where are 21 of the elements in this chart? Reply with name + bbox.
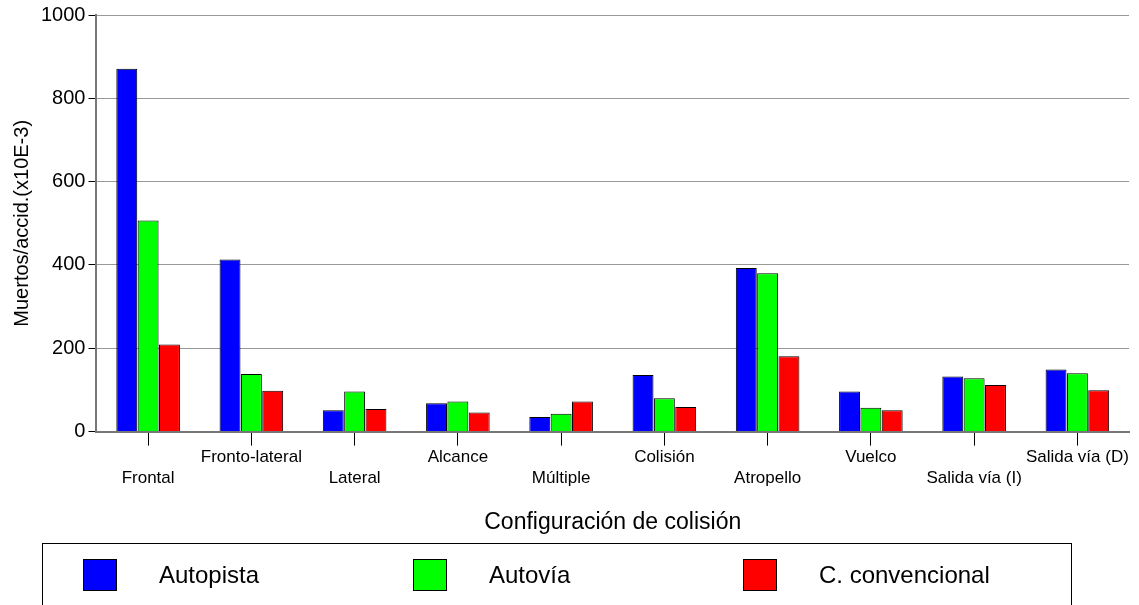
y-tick-label: 200 — [52, 335, 86, 358]
x-tick-label: Frontal — [121, 467, 175, 487]
y-tick-label: 0 — [74, 419, 86, 442]
x-tick-label: Salida vía (I) — [926, 467, 1022, 487]
y-tick-label: 800 — [52, 85, 86, 108]
x-tick-label: Salida vía (D) — [1025, 447, 1129, 467]
legend-label: C. convencional — [819, 560, 990, 589]
x-tick-label: Múltiple — [531, 467, 591, 487]
y-tick-label: 1000 — [40, 2, 86, 25]
x-tick-label: Colisión — [634, 447, 695, 467]
x-tick-label: Alcance — [427, 447, 489, 467]
y-axis-title: Muertos/accid.(x10E-3) — [9, 119, 32, 327]
y-tick-label: 400 — [52, 252, 86, 275]
x-axis-title: Configuración de colisión — [484, 507, 742, 534]
legend-label: Autovía — [489, 560, 571, 589]
x-tick-label: Atropello — [734, 467, 802, 487]
x-tick-label: Lateral — [328, 467, 381, 487]
x-tick-label: Vuelco — [845, 447, 897, 467]
legend-label: Autopista — [159, 560, 260, 589]
x-tick-label: Fronto-lateral — [200, 447, 302, 467]
y-tick-label: 600 — [52, 169, 86, 192]
